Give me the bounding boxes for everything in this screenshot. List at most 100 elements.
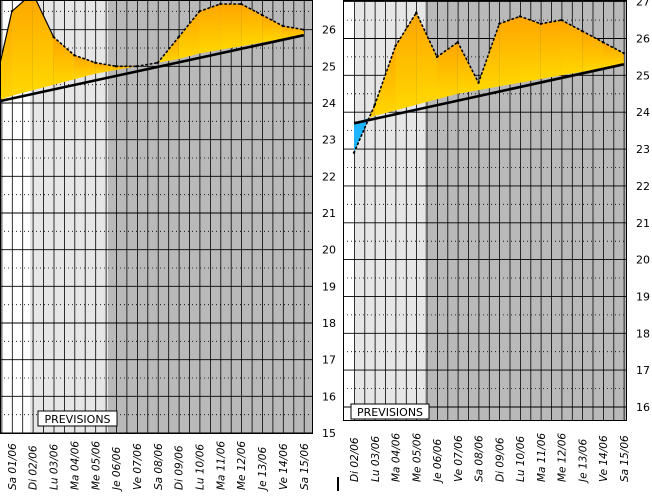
forecast-line-segment bbox=[477, 22, 501, 84]
x-tick-label: Sa 01/06 bbox=[7, 443, 19, 490]
warm-anomaly-area bbox=[540, 20, 562, 80]
forecast-line-segment bbox=[177, 10, 201, 38]
forecast-point bbox=[601, 41, 605, 44]
x-tick-label: Di 09/06 bbox=[494, 437, 506, 482]
forecast-point bbox=[518, 15, 522, 18]
y-tick-label: 19 bbox=[322, 280, 336, 293]
warm-anomaly-area bbox=[95, 62, 117, 74]
x-tick-label: Ma 11/06 bbox=[215, 441, 227, 490]
cool-anomaly-area bbox=[354, 117, 370, 153]
x-tick-label: Me 05/06 bbox=[411, 433, 423, 482]
forecast-point bbox=[52, 35, 55, 39]
y-tick-label: 26 bbox=[636, 33, 650, 46]
warm-anomaly-area bbox=[416, 12, 437, 105]
forecast-line-segment bbox=[157, 36, 180, 64]
plot-frame bbox=[343, 0, 627, 421]
forecast-point bbox=[435, 55, 439, 59]
x-tick-label: Me 12/06 bbox=[236, 441, 248, 490]
forecast-point bbox=[177, 35, 180, 39]
warm-anomaly-area bbox=[499, 16, 520, 87]
x-tick-label: Lu 10/06 bbox=[515, 436, 527, 482]
forecast-line-segment bbox=[457, 41, 480, 84]
plot-frame bbox=[0, 0, 313, 434]
warm-anomaly-area bbox=[74, 55, 96, 80]
warm-anomaly-area bbox=[457, 42, 479, 94]
forecast-point bbox=[114, 65, 118, 68]
x-tick-label: Je 13/06 bbox=[577, 439, 589, 484]
warm-anomaly-area bbox=[0, 11, 12, 100]
forecast-point bbox=[302, 28, 305, 31]
warm-anomaly-area bbox=[32, 0, 54, 91]
warm-anomaly-area bbox=[561, 20, 583, 76]
forecast-line-segment bbox=[581, 30, 604, 44]
forecast-line-segment bbox=[52, 36, 76, 57]
forecast-point bbox=[260, 13, 264, 17]
warm-anomaly-area bbox=[178, 11, 200, 60]
warm-anomaly-area bbox=[157, 37, 179, 63]
forecast-line-segment bbox=[73, 54, 97, 64]
forecast-line-segment bbox=[240, 3, 263, 16]
y-tick-label: 23 bbox=[322, 134, 336, 147]
forecast-line-segment bbox=[540, 19, 563, 25]
warm-anomaly-area bbox=[262, 15, 283, 43]
y-tick-label: 16 bbox=[322, 390, 336, 403]
forecast-line-segment bbox=[94, 61, 117, 68]
x-tick-label: Ve 14/06 bbox=[278, 443, 290, 490]
forecast-point bbox=[198, 10, 201, 13]
forecast-line-segment bbox=[0, 10, 13, 67]
x-tick-label: Je 13/06 bbox=[257, 447, 269, 492]
forecast-point bbox=[73, 54, 76, 57]
y-tick-label: 16 bbox=[636, 401, 650, 414]
warm-anomaly-area bbox=[374, 45, 396, 116]
warm-anomaly-area bbox=[53, 37, 75, 85]
forecast-point bbox=[156, 61, 159, 64]
y-tick-label: 24 bbox=[636, 106, 650, 119]
forecast-chart-left: 15161718192021222324252627PREVISIONSVe 3… bbox=[0, 0, 339, 492]
warm-anomaly-area bbox=[582, 31, 603, 72]
y-tick-label: 21 bbox=[636, 217, 650, 230]
y-tick-label: 18 bbox=[636, 327, 650, 340]
x-tick-label: Ma 11/06 bbox=[536, 433, 548, 482]
x-tick-label: Ma 04/06 bbox=[69, 441, 81, 490]
x-tick-label: Me 05/06 bbox=[90, 441, 102, 490]
warm-anomaly-area bbox=[116, 66, 137, 70]
y-tick-label: 18 bbox=[322, 317, 336, 330]
forecast-line-segment bbox=[602, 41, 625, 55]
x-tick-label: Sa 15/06 bbox=[299, 443, 311, 490]
forecast-line-segment bbox=[353, 104, 376, 154]
x-tick-label: Me 12/06 bbox=[557, 433, 569, 482]
forecast-point bbox=[352, 151, 356, 154]
forecast-line-segment bbox=[394, 11, 418, 47]
forecast-line-segment bbox=[261, 14, 284, 27]
y-tick-label: 20 bbox=[322, 244, 336, 257]
forecast-line-segment bbox=[282, 25, 305, 31]
forecast-point bbox=[415, 11, 418, 14]
x-tick-label: Ma 04/06 bbox=[391, 433, 403, 482]
forecast-point bbox=[94, 61, 97, 64]
forecast-line-segment bbox=[415, 11, 438, 58]
x-tick-label: Sa 08/06 bbox=[474, 435, 486, 482]
forecast-point bbox=[498, 22, 501, 25]
x-tick-label: Je 06/06 bbox=[111, 447, 123, 492]
y-tick-label: 26 bbox=[322, 24, 336, 37]
x-tick-label: Lu 03/06 bbox=[370, 436, 382, 482]
forecast-point bbox=[539, 22, 542, 25]
forecast-line-segment bbox=[560, 19, 584, 32]
previsions-box bbox=[37, 410, 118, 427]
forecast-point bbox=[394, 44, 397, 48]
x-tick-label: Lu 03/06 bbox=[49, 444, 61, 490]
warm-anomaly-area bbox=[241, 4, 263, 47]
x-tick-label: Sa 08/06 bbox=[153, 443, 165, 490]
x-tick-label: Sa 15/06 bbox=[619, 435, 631, 482]
y-tick-label: 17 bbox=[322, 354, 336, 367]
forecast-chart-right: 16 17 18 19 20 21 22 23 24 25 26 27 PREVISIONS Di 02/… bbox=[343, 0, 650, 484]
forecast-line-segment bbox=[498, 15, 521, 25]
forecast-point bbox=[135, 65, 139, 68]
trend-line bbox=[0, 33, 305, 103]
y-tick-label: 15 bbox=[322, 427, 336, 440]
warm-anomaly-area bbox=[437, 42, 458, 100]
forecast-line-segment bbox=[198, 3, 222, 13]
x-tick-label: Di 02/06 bbox=[349, 437, 361, 482]
forecast-line-segment bbox=[11, 0, 26, 12]
forecast-point bbox=[373, 103, 376, 107]
